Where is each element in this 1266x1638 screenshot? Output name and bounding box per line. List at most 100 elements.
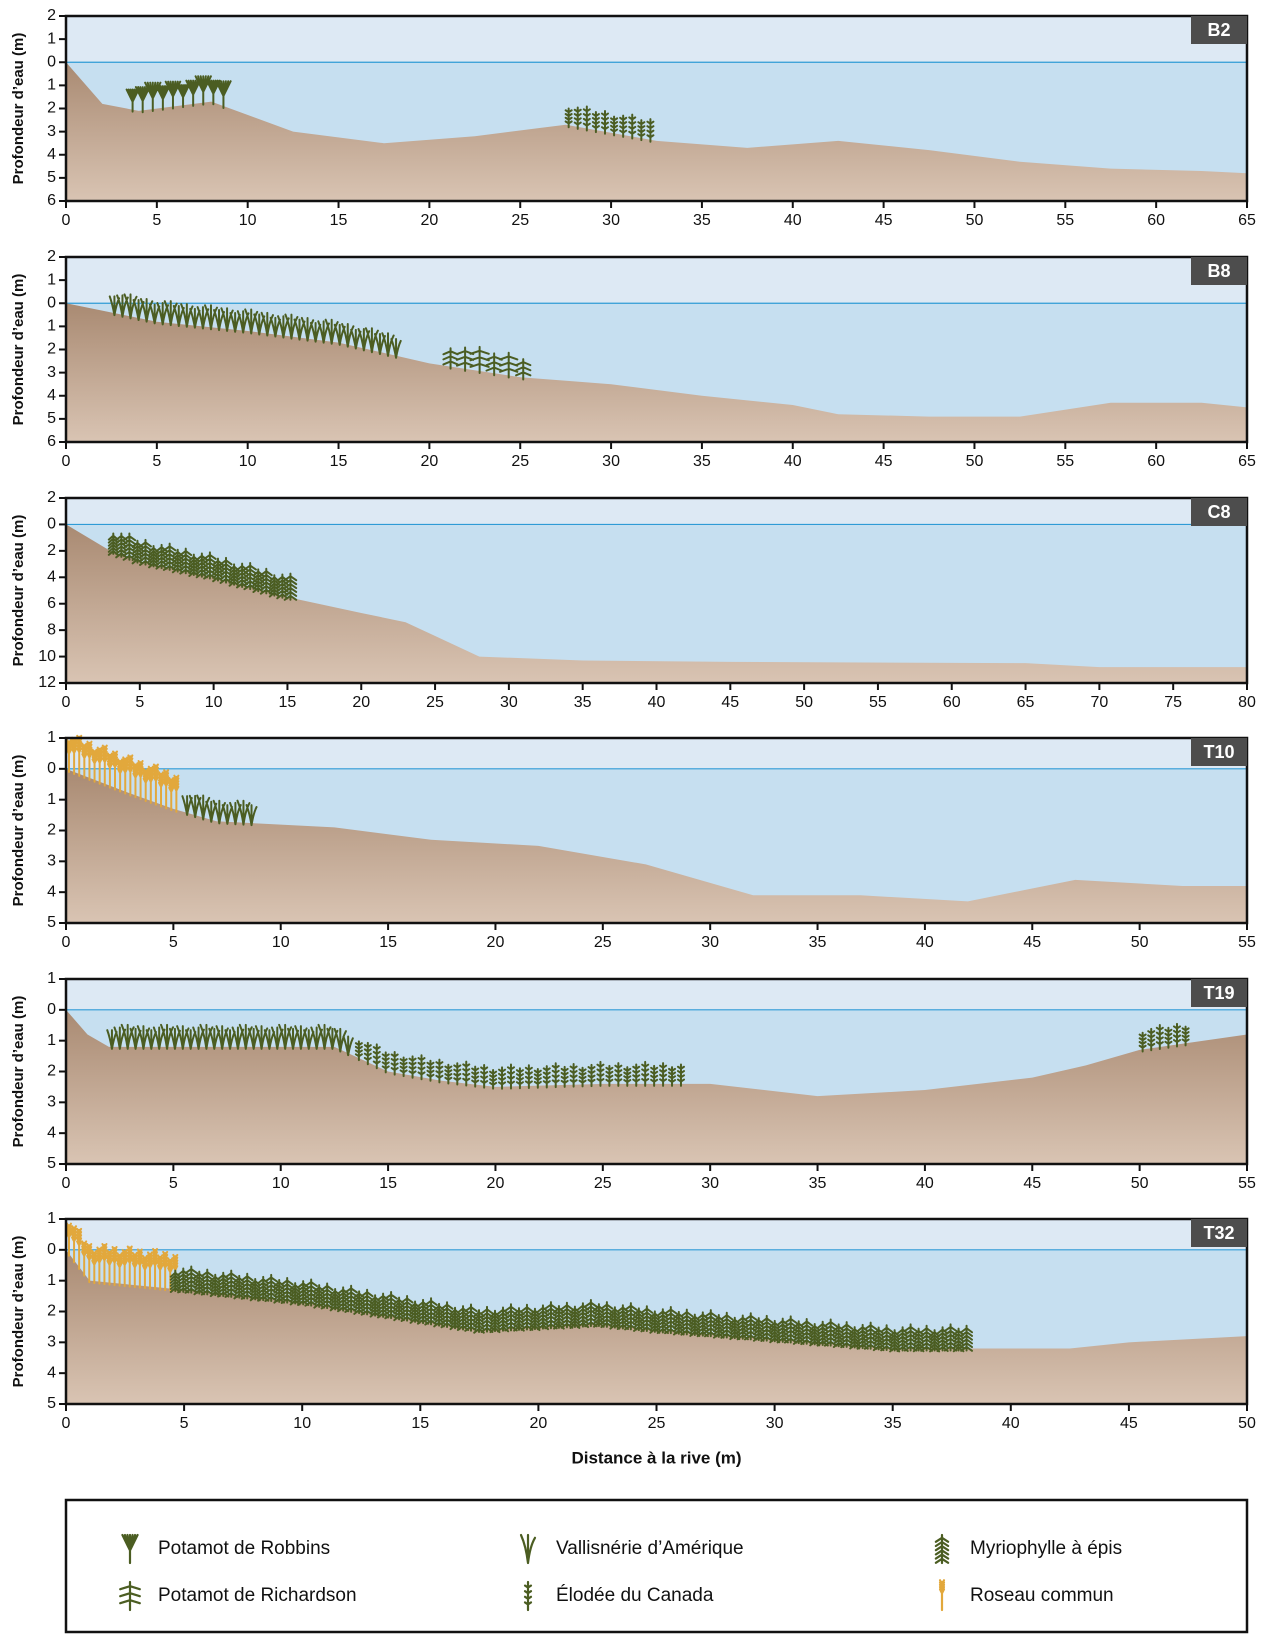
x-tick-label: 35 [693,212,711,229]
x-tick-label: 45 [875,212,893,229]
y-tick-label: 2 [47,7,56,24]
x-tick-label: 10 [205,694,223,711]
y-tick-label: 3 [47,1334,56,1351]
x-tick-label: 20 [420,212,438,229]
y-tick-label: 0 [47,760,56,777]
plants [106,1023,354,1057]
x-tick-label: 65 [1238,453,1256,470]
vegetation [66,1222,179,1293]
y-axis-label: Profondeur d’eau (m) [10,1236,27,1388]
x-tick-label: 35 [809,934,827,951]
y-tick-label: 4 [47,146,56,163]
x-tick-label: 60 [943,694,961,711]
y-tick-label: 4 [47,387,56,404]
x-tick-label: 45 [1023,1175,1041,1192]
x-tick-label: 30 [701,934,719,951]
panel-label: B8 [1207,261,1230,281]
x-tick-label: 50 [795,694,813,711]
legend-label: Vallisnérie d’Amérique [556,1538,744,1559]
x-tick-label: 0 [62,212,71,229]
vegetation [1138,1022,1190,1053]
y-tick-label: 2 [47,248,56,265]
y-tick-label: 1 [47,1032,56,1049]
y-tick-label: 0 [47,1001,56,1018]
y-tick-label: 8 [47,621,56,638]
air [66,498,1247,525]
y-tick-label: 6 [47,433,56,450]
y-tick-label: 1 [47,77,56,94]
plants [1138,1022,1190,1053]
x-tick-label: 25 [511,453,529,470]
y-tick-label: 5 [47,914,56,931]
y-tick-label: 6 [47,595,56,612]
y-tick-label: 4 [47,1124,56,1141]
x-tick-label: 15 [411,1415,429,1432]
x-tick-label: 25 [648,1415,666,1432]
panel-label-box [1191,979,1247,1007]
x-tick-label: 5 [152,453,161,470]
legend-swatch [523,1580,533,1612]
x-tick-label: 50 [966,212,984,229]
bottom-profile [66,524,1247,683]
y-axis-label: Profondeur d’eau (m) [10,996,27,1148]
x-tick-label: 40 [916,934,934,951]
y-tick-label: 0 [47,53,56,70]
y-tick-label: 3 [47,364,56,381]
plants [108,293,402,359]
x-tick-label: 65 [1017,694,1035,711]
y-tick-label: 0 [47,516,56,533]
panel-label: B2 [1207,20,1230,40]
x-tick-label: 30 [500,694,518,711]
x-tick-label: 10 [239,453,257,470]
x-tick-label: 30 [701,1175,719,1192]
legend-box [64,1498,1249,1634]
y-tick-label: 3 [47,123,56,140]
vegetation [66,734,180,813]
legend-swatch [938,1579,946,1612]
plants [442,345,532,381]
x-tick-label: 60 [1147,212,1165,229]
x-tick-label: 10 [272,934,290,951]
x-tick-label: 60 [1147,453,1165,470]
y-tick-label: 5 [47,1395,56,1412]
air [66,16,1247,63]
y-tick-label: 2 [47,489,56,506]
y-tick-label: 4 [47,1364,56,1381]
x-tick-label: 15 [379,934,397,951]
x-tick-label: 15 [330,453,348,470]
y-tick-label: 3 [47,1094,56,1111]
vegetation [354,1040,685,1090]
plants [354,1040,685,1090]
x-tick-label: 20 [487,934,505,951]
x-tick-label: 35 [574,694,592,711]
vegetation [125,75,232,114]
y-tick-label: 2 [47,1063,56,1080]
x-tick-label: 50 [1131,934,1149,951]
x-tick-label: 10 [239,212,257,229]
bottom-profile [66,1249,1247,1404]
x-tick-label: 80 [1238,694,1256,711]
x-tick-label: 25 [594,1175,612,1192]
plants [169,1265,973,1353]
panel-label: T10 [1203,742,1234,762]
legend-swatch [519,1533,537,1565]
x-tick-label: 40 [916,1175,934,1192]
y-tick-label: 2 [47,822,56,839]
x-tick-label: 0 [62,1175,71,1192]
panel-label-box [1191,1219,1247,1247]
x-tick-label: 20 [420,453,438,470]
x-tick-label: 40 [784,212,802,229]
x-tick-label: 65 [1238,212,1256,229]
vegetation [181,794,258,827]
y-tick-label: 0 [47,1241,56,1258]
x-tick-label: 5 [152,212,161,229]
panel-label: T19 [1203,983,1234,1003]
y-tick-label: 1 [47,318,56,335]
legend-swatch [934,1533,950,1565]
x-tick-label: 5 [169,934,178,951]
y-tick-label: 1 [47,729,56,746]
panel-label: T32 [1203,1223,1234,1243]
x-tick-label: 5 [169,1175,178,1192]
x-tick-label: 20 [352,694,370,711]
